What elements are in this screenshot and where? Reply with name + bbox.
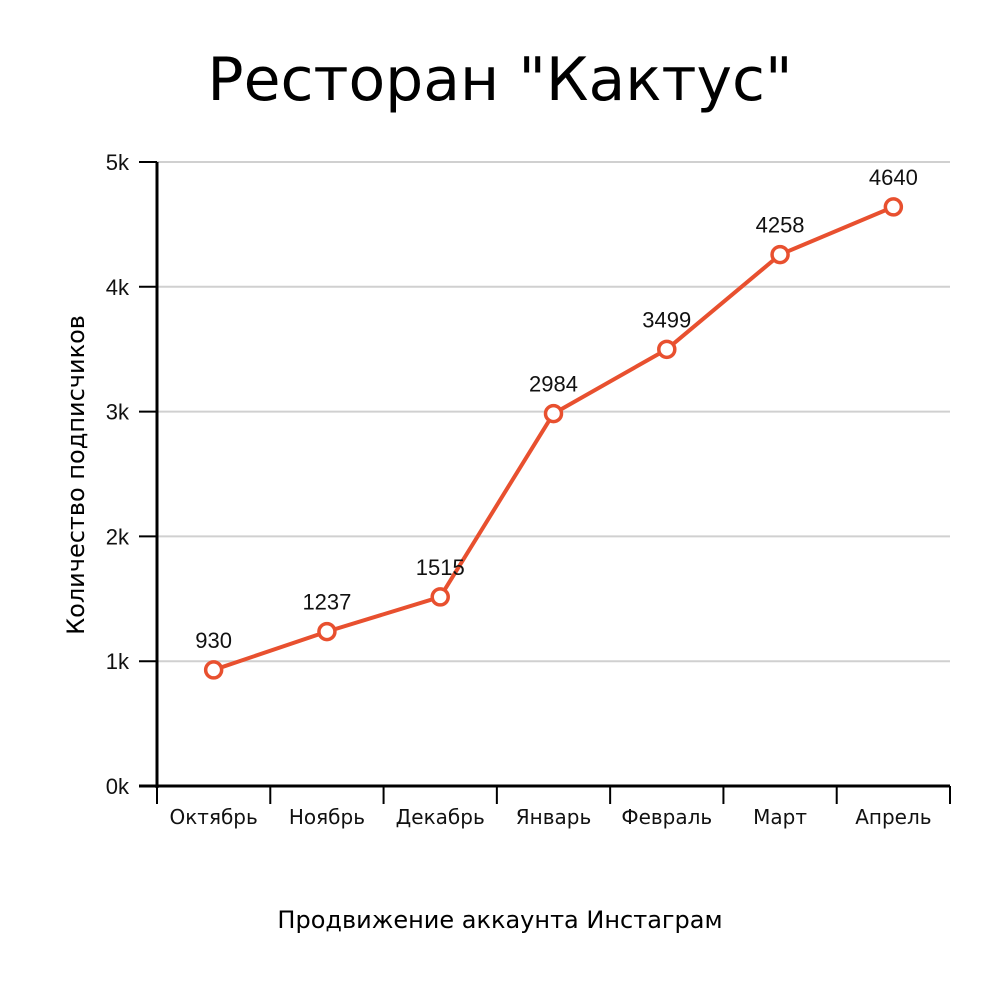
data-point-1 xyxy=(317,621,337,642)
data-label-3: 2984 xyxy=(529,372,578,397)
data-point-5 xyxy=(770,244,790,265)
y-tick-label-5: 5k xyxy=(106,150,130,175)
x-category-label-1: Ноябрь xyxy=(289,805,365,829)
x-axis-title: Продвижение аккаунта Инстаграм xyxy=(277,906,722,934)
y-tick-label-4: 4k xyxy=(106,275,130,300)
x-categories: Октябрь Ноябрь Декабрь Январь Февраль Март Апр… xyxy=(156,786,951,829)
y-tick-label-1: 1k xyxy=(106,649,130,674)
data-labels: 930 1237 1515 2984 3499 4258 4640 xyxy=(195,165,918,653)
data-label-6: 4640 xyxy=(869,165,918,190)
y-ticks: 0k 1k 2k 3k 4k 5k xyxy=(106,150,157,799)
y-axis-title: Количество подписчиков xyxy=(62,315,90,635)
x-category-label-5: Март xyxy=(753,805,807,829)
x-category-label-6: Апрель xyxy=(855,805,931,829)
x-category-label-3: Январь xyxy=(516,805,592,829)
y-tick-label-3: 3k xyxy=(106,400,130,425)
data-label-5: 4258 xyxy=(756,213,805,238)
data-point-4 xyxy=(657,339,677,360)
y-tick-label-0: 0k xyxy=(106,774,130,799)
x-category-label-0: Октябрь xyxy=(169,805,257,829)
data-point-3 xyxy=(543,403,564,424)
data-label-1: 1237 xyxy=(302,590,351,615)
chart-title: Ресторан "Кактус" xyxy=(207,45,792,115)
x-category-label-2: Декабрь xyxy=(396,805,485,829)
data-label-4: 3499 xyxy=(642,307,691,332)
x-category-label-4: Февраль xyxy=(621,805,712,829)
y-tick-label-2: 2k xyxy=(106,524,130,549)
data-point-2 xyxy=(430,587,450,607)
data-point-6 xyxy=(883,197,904,217)
data-point-0 xyxy=(203,660,224,680)
data-label-2: 1515 xyxy=(416,555,465,580)
data-label-0: 930 xyxy=(195,628,232,653)
series xyxy=(203,197,904,680)
axes xyxy=(139,162,950,788)
